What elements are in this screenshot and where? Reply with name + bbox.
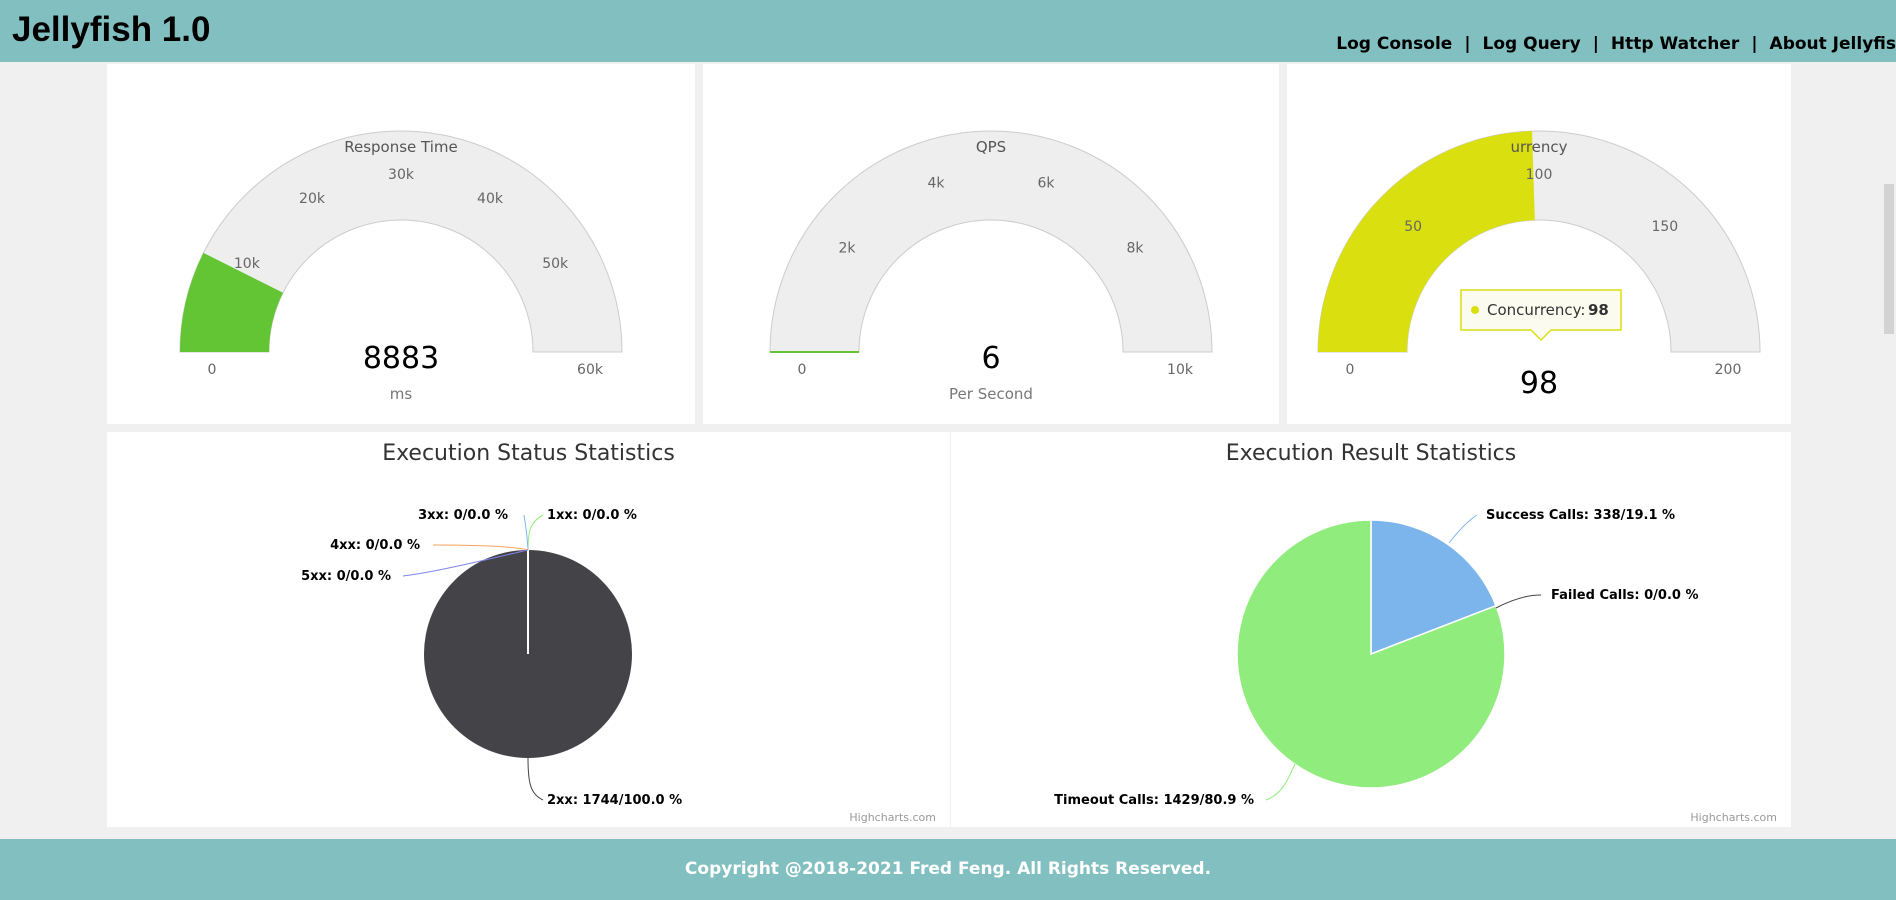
pie-data-label: Success Calls: 338/19.1 % (1486, 508, 1675, 523)
chart-title: Execution Result Statistics (1226, 441, 1517, 466)
gauge-fill (1318, 131, 1535, 352)
gauge-value: 6 (981, 341, 1000, 376)
nav-separator: | (1592, 34, 1599, 54)
nav-separator: | (1464, 34, 1471, 54)
gauge-title: QPS (976, 138, 1006, 156)
pie-connector (527, 757, 544, 801)
nav-http-watcher[interactable]: Http Watcher (1610, 34, 1740, 54)
gauge-value: 8883 (363, 341, 439, 376)
gauge-fill (180, 252, 284, 352)
nav-separator: | (1751, 34, 1758, 54)
response-time-gauge: 0 10k 20k 30k 40k 50k 60k Response Time 8883 ms (179, 130, 623, 403)
tooltip-marker (1471, 306, 1479, 314)
nav-about[interactable]: About Jellyfis (1769, 34, 1896, 54)
tooltip-label: Concurrency: (1487, 301, 1585, 319)
gauge-tick-label: 6k (1037, 176, 1055, 192)
copyright-text: Copyright @2018-2021 Fred Feng. All Righ… (684, 859, 1212, 879)
nav-log-console[interactable]: Log Console (1336, 34, 1453, 54)
tooltip-box (1460, 289, 1622, 342)
app-title: Jellyfish 1.0 (12, 10, 211, 49)
pie-connector (402, 549, 529, 577)
gauge-panel-qps: 0 2k 4k 6k 8k 10k QPS 6 Per Second (703, 64, 1279, 424)
pie-data-label: 3xx: 0/0.0 % (418, 508, 508, 523)
gauge-tick-label: 40k (477, 191, 504, 207)
gauge-unit: Per Second (949, 385, 1033, 403)
gauge-title: Response Time (344, 138, 458, 156)
gauge-tick-label: 0 (208, 362, 217, 378)
gauge-panel-concurrency: 0 50 100 150 200 urrency 98 Concurrency: 98 (1287, 64, 1791, 424)
gauge-tick-label: 0 (798, 362, 807, 378)
qps-gauge: 0 2k 4k 6k 8k 10k QPS 6 Per Second (769, 130, 1213, 403)
gauge-tick-label: 0 (1346, 362, 1355, 378)
execution-status-pie: Execution Status Statistics 1xx: 0/0.0 % 3… (301, 441, 936, 824)
gauge-background (179, 130, 623, 353)
gauge-tick-label: 60k (577, 362, 604, 378)
gauge-tick-label: 100 (1526, 167, 1553, 183)
pie-data-label: 4xx: 0/0.0 % (330, 538, 420, 553)
gauge-tick-label: 10k (1167, 362, 1194, 378)
highcharts-credit: Highcharts.com (1690, 811, 1777, 824)
pie-connector (1495, 594, 1542, 609)
app-header: Jellyfish 1.0 Log Console | Log Query | Http… (0, 0, 1896, 62)
pie-connector (523, 514, 529, 551)
gauge-tick-label: 50k (542, 256, 569, 272)
nav-log-query[interactable]: Log Query (1482, 34, 1581, 54)
gauge-panel-response-time: 0 10k 20k 30k 40k 50k 60k Response Time 8883 ms (107, 64, 695, 424)
tooltip-value: 98 (1588, 301, 1609, 319)
pie-connector (1265, 763, 1296, 801)
gauge-tick-label: 30k (388, 167, 415, 183)
pie-slice-success-calls (1370, 519, 1497, 656)
footer: Copyright @2018-2021 Fred Feng. All Righ… (0, 839, 1896, 900)
highcharts-credit: Highcharts.com (849, 811, 936, 824)
gauge-background (769, 130, 1213, 353)
gauge-tick-label: 4k (927, 176, 945, 192)
pie-connector (527, 514, 544, 551)
top-nav: Log Console | Log Query | Http Watcher | About… (1336, 34, 1896, 54)
pie-data-label: 2xx: 1744/100.0 % (547, 793, 682, 808)
page-scrollbar[interactable] (1882, 62, 1896, 839)
pie-data-label: 5xx: 0/0.0 % (301, 569, 391, 584)
pie-data-label: Timeout Calls: 1429/80.9 % (1054, 793, 1254, 808)
pie-panel-result: Execution Result Statistics Success Calls… (951, 432, 1791, 827)
scrollbar-thumb[interactable] (1884, 184, 1894, 334)
gauge-tick-label: 150 (1651, 219, 1678, 235)
pie-connector (432, 544, 529, 551)
gauge-tick-label: 200 (1715, 362, 1742, 378)
gauge-unit: ms (390, 385, 413, 403)
pie-connector (1448, 514, 1478, 544)
execution-result-pie: Execution Result Statistics Success Calls… (1054, 441, 1777, 824)
gauge-tick-label: 8k (1126, 240, 1144, 256)
gauge-title: urrency (1510, 138, 1567, 156)
pie-data-label: Failed Calls: 0/0.0 % (1551, 588, 1699, 603)
gauge-value: 98 (1520, 366, 1558, 401)
pie-data-label: 1xx: 0/0.0 % (547, 508, 637, 523)
gauge-tick-label: 20k (299, 191, 326, 207)
pie-panel-status: Execution Status Statistics 1xx: 0/0.0 % 3… (107, 432, 950, 827)
gauge-tick-label: 10k (234, 256, 261, 272)
gauge-tick-label: 50 (1404, 219, 1422, 235)
gauge-tick-label: 2k (838, 240, 856, 256)
chart-title: Execution Status Statistics (382, 441, 675, 466)
